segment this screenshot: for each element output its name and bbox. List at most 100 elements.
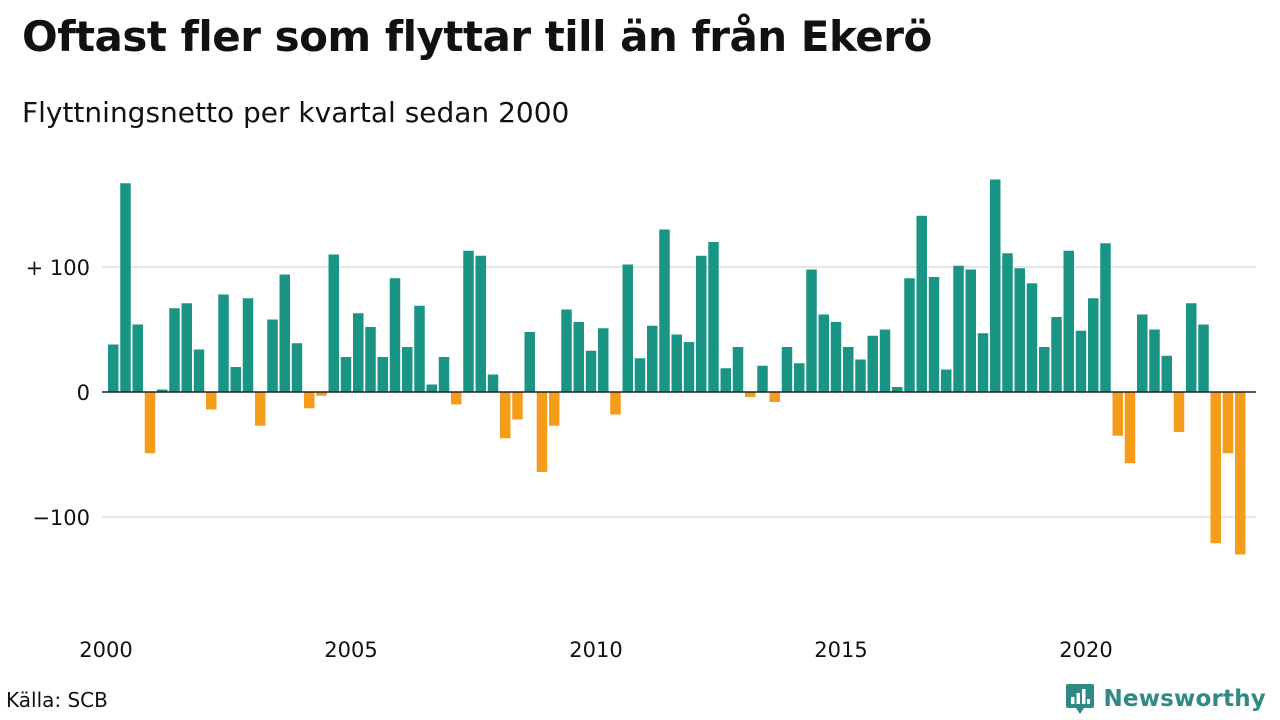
bar-positive <box>904 278 915 392</box>
bar-positive <box>622 264 633 392</box>
bar-positive <box>475 255 486 392</box>
bar-positive <box>634 358 646 392</box>
bar-positive <box>879 329 891 392</box>
bar-positive <box>916 215 927 392</box>
bar-positive <box>990 179 1001 392</box>
x-tick-label: 2015 <box>814 638 867 662</box>
bar-positive <box>659 229 670 392</box>
bar-positive <box>487 374 499 392</box>
bar-positive <box>291 343 303 392</box>
bar-positive <box>892 387 903 392</box>
bar-positive <box>426 384 437 392</box>
bar-positive <box>463 250 474 392</box>
bar-negative <box>316 392 327 396</box>
bar-negative <box>304 392 315 409</box>
bar-negative <box>500 392 511 439</box>
bar-negative <box>1235 392 1246 555</box>
chart-subtitle: Flyttningsnetto per kvartal sedan 2000 <box>22 96 570 129</box>
bar-positive <box>683 342 695 392</box>
y-tick-label: 0 <box>77 381 90 405</box>
bar-positive <box>389 278 401 392</box>
x-tick-label: 2010 <box>569 638 622 662</box>
bar-positive <box>1161 355 1172 392</box>
bar-positive <box>794 363 805 392</box>
bar-positive <box>1186 303 1197 392</box>
bar-positive <box>977 333 989 392</box>
bar-negative <box>536 392 548 472</box>
bar-negative <box>1173 392 1185 432</box>
bar-positive <box>843 347 854 392</box>
bar-positive <box>953 265 964 392</box>
bar-positive <box>402 347 413 392</box>
bar-positive <box>1075 330 1087 392</box>
bar-positive <box>941 369 952 392</box>
bar-positive <box>818 314 829 392</box>
bar-positive <box>1149 329 1160 392</box>
bar-positive <box>169 308 180 392</box>
x-tick-label: 2000 <box>79 638 132 662</box>
bar-positive <box>242 298 254 392</box>
bar-positive <box>340 357 352 392</box>
bar-positive <box>1014 268 1025 392</box>
bar-positive <box>696 255 707 392</box>
bar-positive <box>414 305 425 392</box>
bar-positive <box>561 309 572 392</box>
bar-positive <box>377 357 388 392</box>
bar-positive <box>218 294 229 392</box>
bar-positive <box>830 322 842 392</box>
newsworthy-logo-icon <box>1066 684 1095 714</box>
bar-positive <box>867 335 878 392</box>
bar-negative <box>745 392 756 397</box>
bar-positive <box>181 303 192 392</box>
x-tick-label: 2020 <box>1059 638 1112 662</box>
bar-positive <box>708 242 719 392</box>
bar-positive <box>353 313 364 392</box>
bar-positive <box>781 347 793 392</box>
bar-negative <box>451 392 462 405</box>
bar-negative <box>512 392 523 420</box>
x-tick-label: 2005 <box>324 638 377 662</box>
bar-positive <box>193 349 205 392</box>
bar-positive <box>1051 317 1062 392</box>
bar-positive <box>279 274 290 392</box>
bar-negative <box>1124 392 1136 464</box>
bar-positive <box>1100 243 1111 392</box>
bar-positive <box>120 183 131 392</box>
bar-positive <box>965 269 976 392</box>
y-tick-label: + 100 <box>26 256 90 280</box>
bar-negative <box>1112 392 1123 436</box>
bar-negative <box>769 392 780 402</box>
bar-positive <box>108 344 119 392</box>
bar-positive <box>732 347 744 392</box>
bar-positive <box>1026 283 1038 392</box>
bar-positive <box>1198 324 1209 392</box>
bar-negative <box>144 392 156 454</box>
bar-positive <box>1088 298 1099 392</box>
source-label: Källa: SCB <box>6 688 108 712</box>
brand-logo[interactable]: Newsworthy <box>1065 683 1266 715</box>
bar-positive <box>524 332 535 392</box>
bar-positive <box>720 368 731 392</box>
bar-positive <box>1063 250 1074 392</box>
bar-negative <box>610 392 621 415</box>
bar-positive <box>328 254 339 392</box>
bar-positive <box>1002 253 1013 392</box>
bar-positive <box>647 325 658 392</box>
bar-positive <box>438 357 450 392</box>
bar-positive <box>132 324 143 392</box>
brand-name: Newsworthy <box>1103 686 1266 712</box>
bar-positive <box>573 322 584 392</box>
bar-positive <box>1039 347 1050 392</box>
y-tick-label: −100 <box>32 506 90 530</box>
bar-positive <box>157 389 168 392</box>
bar-positive <box>671 334 682 392</box>
bar-negative <box>206 392 217 410</box>
bar-positive <box>1137 314 1148 392</box>
bar-negative <box>255 392 266 426</box>
bar-negative <box>1210 392 1221 544</box>
bar-positive <box>585 350 597 392</box>
bar-positive <box>230 367 241 392</box>
chart-title: Oftast fler som flyttar till än från Eke… <box>22 12 932 61</box>
bar-positive <box>757 365 768 392</box>
